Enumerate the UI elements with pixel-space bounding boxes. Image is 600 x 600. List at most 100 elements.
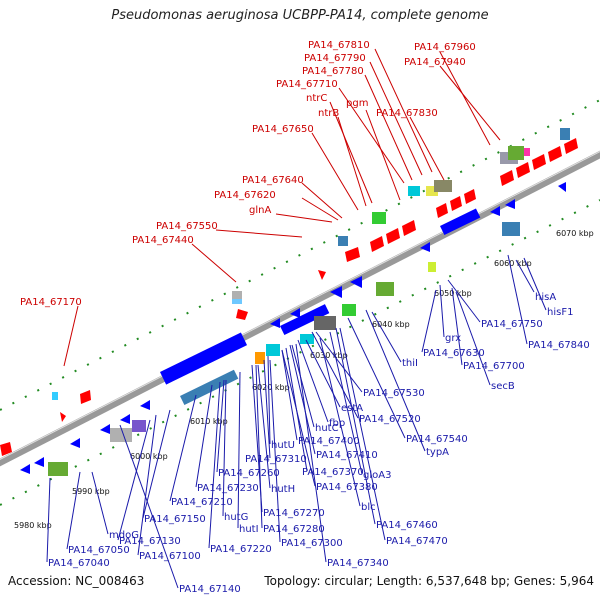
forward-gene[interactable] xyxy=(464,189,476,204)
gene-label[interactable]: estA xyxy=(341,403,363,414)
gene-label[interactable]: mdoG xyxy=(109,530,139,541)
forward-gene[interactable] xyxy=(402,220,416,236)
feature-block[interactable] xyxy=(408,186,420,196)
feature-block[interactable] xyxy=(342,304,356,316)
forward-gene[interactable] xyxy=(500,170,514,186)
gene-label[interactable]: hutU xyxy=(271,440,295,451)
gene-label[interactable]: glnA xyxy=(249,205,271,216)
feature-block[interactable] xyxy=(502,222,520,236)
reverse-gene[interactable] xyxy=(350,276,362,288)
gene-label[interactable]: PA14_67310 xyxy=(245,454,307,465)
feature-block[interactable] xyxy=(132,420,146,432)
reverse-gene[interactable] xyxy=(100,424,110,434)
gene-label[interactable]: PA14_67410 xyxy=(316,450,378,461)
feature-block[interactable] xyxy=(338,236,348,246)
forward-gene[interactable] xyxy=(436,203,448,218)
gene-label[interactable]: typA xyxy=(426,447,449,458)
reverse-gene[interactable] xyxy=(420,242,430,252)
gene-label[interactable]: hutG xyxy=(224,512,248,523)
reverse-gene[interactable] xyxy=(270,318,280,328)
feature-block[interactable] xyxy=(255,352,265,364)
gene-label[interactable]: PA14_67810 xyxy=(308,40,370,51)
feature-block[interactable] xyxy=(232,291,242,299)
forward-gene[interactable] xyxy=(370,236,384,252)
gene-label[interactable]: PA14_67300 xyxy=(281,538,343,549)
gene-label[interactable]: PA14_67460 xyxy=(376,520,438,531)
forward-gene[interactable] xyxy=(60,412,66,422)
gene-label[interactable]: PA14_67270 xyxy=(263,508,325,519)
forward-gene[interactable] xyxy=(236,309,248,320)
gene-label[interactable]: PA14_67710 xyxy=(276,79,338,90)
gene-label[interactable]: PA14_67340 xyxy=(327,558,389,569)
gene-label[interactable]: PA14_67790 xyxy=(304,53,366,64)
reverse-gene-cluster[interactable] xyxy=(160,332,248,385)
forward-gene[interactable] xyxy=(345,247,360,262)
gene-label[interactable]: pgm xyxy=(346,98,368,109)
forward-gene[interactable] xyxy=(318,270,326,280)
gene-label[interactable]: hisA xyxy=(535,292,556,303)
feature-block[interactable] xyxy=(560,128,570,140)
gene-label[interactable]: PA14_67630 xyxy=(423,348,485,359)
gene-label[interactable]: PA14_67440 xyxy=(132,235,194,246)
gene-label[interactable]: PA14_67550 xyxy=(156,221,218,232)
gene-label[interactable]: PA14_67640 xyxy=(242,175,304,186)
forward-gene[interactable] xyxy=(564,138,578,154)
feature-block[interactable] xyxy=(314,316,336,330)
reverse-gene-cluster[interactable] xyxy=(179,369,239,405)
gene-label[interactable]: PA14_67470 xyxy=(386,536,448,547)
forward-gene[interactable] xyxy=(548,146,562,162)
reverse-gene[interactable] xyxy=(70,438,80,448)
gene-label[interactable]: PA14_67050 xyxy=(68,545,130,556)
feature-block[interactable] xyxy=(376,282,394,296)
feature-block[interactable] xyxy=(266,344,280,356)
forward-gene[interactable] xyxy=(386,228,400,244)
feature-block[interactable] xyxy=(232,299,242,304)
gene-label[interactable]: gloA3 xyxy=(363,470,391,481)
reverse-gene[interactable] xyxy=(505,199,515,209)
reverse-gene[interactable] xyxy=(330,286,342,298)
reverse-gene[interactable] xyxy=(140,400,150,410)
gene-label[interactable]: PA14_67530 xyxy=(363,388,425,399)
feature-block[interactable] xyxy=(52,392,58,400)
feature-block[interactable] xyxy=(372,212,386,224)
gene-label[interactable]: secB xyxy=(491,381,515,392)
gene-label[interactable]: PA14_67260 xyxy=(218,468,280,479)
forward-gene[interactable] xyxy=(0,442,12,456)
reverse-gene[interactable] xyxy=(34,457,44,467)
reverse-gene-cluster[interactable] xyxy=(279,304,330,335)
reverse-gene-cluster[interactable] xyxy=(439,208,481,235)
gene-label[interactable]: PA14_67750 xyxy=(481,319,543,330)
forward-gene[interactable] xyxy=(450,196,462,211)
gene-label[interactable]: PA14_67040 xyxy=(48,558,110,569)
gene-label[interactable]: PA14_67370 xyxy=(302,467,364,478)
reverse-gene[interactable] xyxy=(558,182,566,192)
reverse-gene[interactable] xyxy=(290,308,300,318)
feature-block[interactable] xyxy=(110,428,132,442)
gene-label[interactable]: fbp xyxy=(329,418,345,429)
gene-label[interactable]: PA14_67210 xyxy=(171,497,233,508)
gene-label[interactable]: hutH xyxy=(271,484,295,495)
forward-gene[interactable] xyxy=(532,154,546,170)
gene-label[interactable]: PA14_67940 xyxy=(404,57,466,68)
gene-label[interactable]: PA14_67520 xyxy=(359,414,421,425)
gene-label[interactable]: PA14_67620 xyxy=(214,190,276,201)
feature-block[interactable] xyxy=(434,180,452,192)
feature-block[interactable] xyxy=(428,262,436,272)
reverse-gene[interactable] xyxy=(120,414,130,424)
gene-label[interactable]: PA14_67150 xyxy=(144,514,206,525)
gene-label[interactable]: PA14_67780 xyxy=(302,66,364,77)
gene-label[interactable]: grx xyxy=(445,333,461,344)
feature-block[interactable] xyxy=(508,146,524,160)
forward-gene[interactable] xyxy=(516,162,530,178)
gene-label[interactable]: PA14_67840 xyxy=(528,340,590,351)
feature-block[interactable] xyxy=(300,334,314,344)
gene-label[interactable]: thiI xyxy=(402,358,418,369)
gene-label[interactable]: PA14_67280 xyxy=(263,524,325,535)
gene-label[interactable]: PA14_67170 xyxy=(20,297,82,308)
gene-label[interactable]: PA14_67400 xyxy=(298,436,360,447)
gene-label[interactable]: ntrB xyxy=(318,108,339,119)
gene-label[interactable]: hutC xyxy=(315,423,339,434)
gene-label[interactable]: PA14_67220 xyxy=(210,544,272,555)
gene-label[interactable]: blc xyxy=(361,502,376,513)
gene-label[interactable]: ntrC xyxy=(306,93,327,104)
